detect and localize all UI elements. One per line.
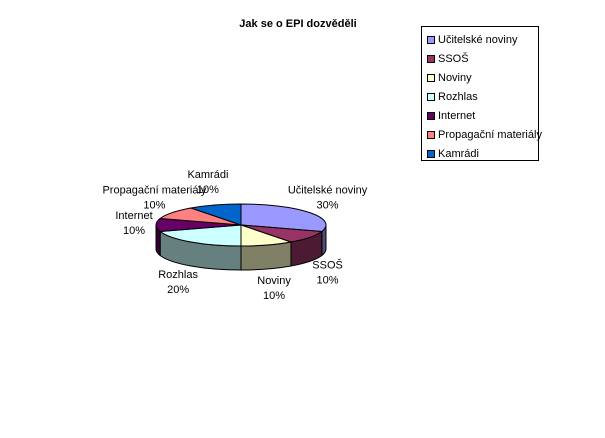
data-label-name-4: Internet bbox=[115, 210, 152, 222]
data-label-percent-2: 10% bbox=[263, 290, 285, 302]
legend-item-2: Noviny bbox=[427, 71, 472, 85]
legend-swatch-0 bbox=[427, 36, 435, 44]
pie-plot bbox=[155, 203, 327, 271]
data-label-percent-1: 10% bbox=[317, 274, 339, 286]
data-label-percent-5: 10% bbox=[143, 200, 165, 212]
pie-slice-0 bbox=[240, 203, 327, 233]
data-labels: Učitelské noviny 30% SSOŠ 10% Noviny 10% Rozhl… bbox=[102, 169, 367, 302]
legend-swatch-2 bbox=[427, 74, 435, 82]
data-label-percent-6: 10% bbox=[197, 184, 219, 196]
data-label-name-2: Noviny bbox=[257, 275, 291, 287]
legend-label-5: Propagační materiály bbox=[438, 129, 542, 141]
legend-item-0: Učitelské noviny bbox=[427, 33, 517, 47]
chart-legend: Učitelské noviny SSOŠ Noviny Rozhlas Interne… bbox=[421, 26, 542, 161]
data-label-percent-0: 30% bbox=[317, 200, 339, 212]
chart-title: Jak se o EPI dozvěděli bbox=[239, 18, 356, 30]
pie-slice-6 bbox=[190, 203, 242, 226]
legend-swatch-4 bbox=[427, 112, 435, 120]
legend-swatch-3 bbox=[427, 93, 435, 101]
legend-swatch-5 bbox=[427, 131, 435, 139]
legend-label-4: Internet bbox=[438, 110, 476, 122]
data-label-percent-3: 20% bbox=[167, 284, 189, 296]
data-label-name-6: Kamrádi bbox=[187, 169, 228, 181]
data-label-name-3: Rozhlas bbox=[158, 269, 198, 281]
legend-label-1: SSOŠ bbox=[438, 53, 469, 65]
legend-label-3: Rozhlas bbox=[438, 91, 478, 103]
legend-item-4: Internet bbox=[427, 109, 475, 123]
legend-label-2: Noviny bbox=[438, 72, 472, 84]
data-label-percent-4: 10% bbox=[123, 225, 145, 237]
data-label-name-1: SSOŠ bbox=[312, 258, 343, 271]
data-label-name-0: Učitelské noviny bbox=[288, 185, 368, 197]
legend-item-1: SSOŠ bbox=[427, 52, 469, 66]
legend-item-6: Kamrádi bbox=[427, 147, 479, 161]
data-label-name-5: Propagační materiály bbox=[102, 185, 206, 197]
legend-item-5: Propagační materiály bbox=[427, 128, 542, 142]
legend-label-6: Kamrádi bbox=[438, 148, 479, 160]
legend-item-3: Rozhlas bbox=[427, 90, 478, 104]
legend-label-0: Učitelské noviny bbox=[438, 34, 518, 46]
legend-swatch-6 bbox=[427, 150, 435, 158]
legend-swatch-1 bbox=[427, 55, 435, 63]
